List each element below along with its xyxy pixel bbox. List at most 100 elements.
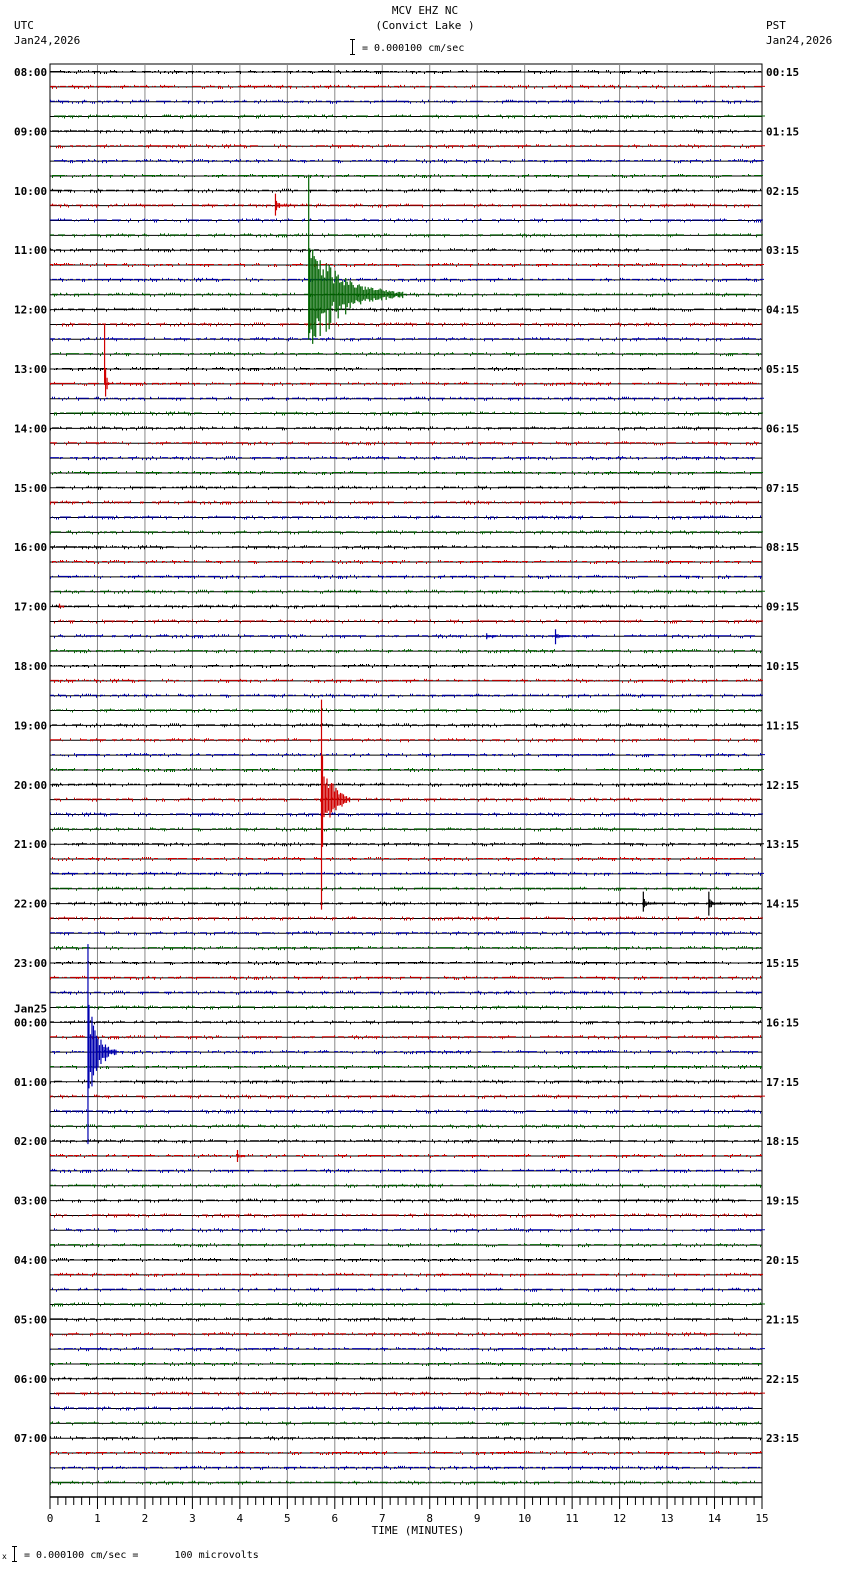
trace-row: [50, 352, 761, 357]
seismic-event: [642, 891, 657, 912]
x-tick-label: 0: [47, 1512, 54, 1525]
seismic-event: [58, 603, 65, 608]
trace-row: [56, 485, 757, 490]
trace-row: [52, 827, 759, 832]
trace-row: [50, 678, 763, 683]
pst-hour-label: 05:15: [766, 363, 799, 376]
x-tick-label: 11: [566, 1512, 579, 1525]
seismic-event: [320, 699, 351, 910]
x-tick-label: 8: [426, 1512, 433, 1525]
pst-hour-label: 11:15: [766, 719, 799, 732]
pst-hour-label: 15:15: [766, 957, 799, 970]
trace-row: [50, 1154, 762, 1159]
trace-row: [50, 990, 762, 995]
x-tick-label: 13: [660, 1512, 673, 1525]
utc-hour-label: 01:00: [14, 1076, 47, 1089]
pst-hour-label: 07:15: [766, 482, 799, 495]
trace-row: [50, 1317, 759, 1322]
seismic-event: [486, 633, 496, 640]
trace-row: [50, 307, 759, 312]
pst-hour-label: 20:15: [766, 1254, 799, 1267]
trace-row: [50, 99, 759, 104]
trace-row: [50, 1168, 761, 1173]
pst-hour-label: 23:15: [766, 1432, 799, 1445]
trace-row: [54, 367, 761, 371]
trace-row: [52, 857, 755, 862]
trace-row: [50, 188, 761, 193]
station-location: (Convict Lake ): [375, 19, 475, 32]
pst-hour-label: 01:15: [766, 125, 799, 138]
trace-row: [50, 441, 759, 446]
trace-row: [54, 961, 763, 965]
scale-bar-icon: [350, 39, 355, 55]
trace-row: [50, 723, 763, 728]
pst-hour-label: 09:15: [766, 601, 799, 614]
x-tick-label: 5: [284, 1512, 291, 1525]
utc-hour-label: 00:00: [14, 1016, 47, 1029]
trace-row: [50, 1064, 762, 1069]
utc-hour-label: 02:00: [14, 1135, 47, 1148]
trace-row: [50, 218, 763, 223]
x-tick-label: 3: [189, 1512, 196, 1525]
pst-hour-label: 03:15: [766, 244, 799, 257]
trace-row: [50, 1421, 761, 1426]
pst-hour-label: 21:15: [766, 1313, 799, 1326]
trace-row: [50, 144, 765, 149]
trace-row: [50, 693, 763, 698]
trace-row: [50, 1347, 765, 1352]
trace-row: [50, 129, 761, 134]
trace-row: [50, 975, 761, 980]
trace-row: [50, 1480, 755, 1485]
x-tick-label: 15: [755, 1512, 768, 1525]
trace-row: [50, 1094, 765, 1099]
trace-row: [52, 1050, 758, 1055]
trace-row: [50, 1376, 758, 1381]
seismic-event: [708, 891, 723, 916]
pst-hour-label: 13:15: [766, 838, 799, 851]
trace-row: [50, 649, 761, 654]
trace-row: [56, 901, 761, 906]
trace-row: [50, 456, 755, 461]
trace-row: [54, 619, 763, 624]
utc-hour-label: 13:00: [14, 363, 47, 376]
trace-row: [54, 1228, 765, 1233]
footer-scale-prefix: x: [2, 1552, 7, 1561]
trace-row: [50, 931, 760, 936]
footer-scale-bar-icon: [12, 1546, 17, 1562]
trace-row: [56, 1005, 761, 1010]
trace-row: [56, 322, 762, 327]
trace-row: [52, 173, 763, 178]
pst-hour-label: 17:15: [766, 1076, 799, 1089]
trace-row: [50, 1020, 761, 1025]
utc-hour-label: 19:00: [14, 719, 47, 732]
trace-row: [50, 337, 761, 342]
utc-hour-label: 08:00: [14, 66, 47, 79]
utc-hour-label: 09:00: [14, 125, 47, 138]
trace-row: [50, 500, 759, 505]
trace-row: [50, 1109, 761, 1114]
station-title: MCV EHZ NC: [391, 4, 459, 17]
x-tick-label: 14: [708, 1512, 722, 1525]
trace-row: [50, 1436, 761, 1441]
trace-row: [54, 1272, 763, 1277]
utc-hour-label: 20:00: [14, 779, 47, 792]
pst-hour-label: 19:15: [766, 1195, 799, 1208]
seismic-event: [308, 174, 404, 344]
trace-row: [50, 426, 761, 431]
utc-hour-label: 18:00: [14, 660, 47, 673]
trace-row: [50, 738, 759, 743]
x-tick-label: 4: [237, 1512, 244, 1525]
utc-hour-label: 07:00: [14, 1432, 47, 1445]
trace-row: [50, 767, 764, 772]
utc-hour-label: 17:00: [14, 601, 47, 614]
utc-hour-label: 23:00: [14, 957, 47, 970]
trace-row: [52, 708, 761, 713]
trace-row: [54, 411, 763, 416]
x-tick-label: 10: [518, 1512, 531, 1525]
trace-row: [50, 664, 761, 668]
seismic-event: [554, 629, 570, 645]
trace-row: [50, 530, 763, 535]
trace-row: [52, 1287, 761, 1292]
trace-row: [50, 233, 763, 238]
date-change-label: Jan25: [14, 1002, 47, 1015]
